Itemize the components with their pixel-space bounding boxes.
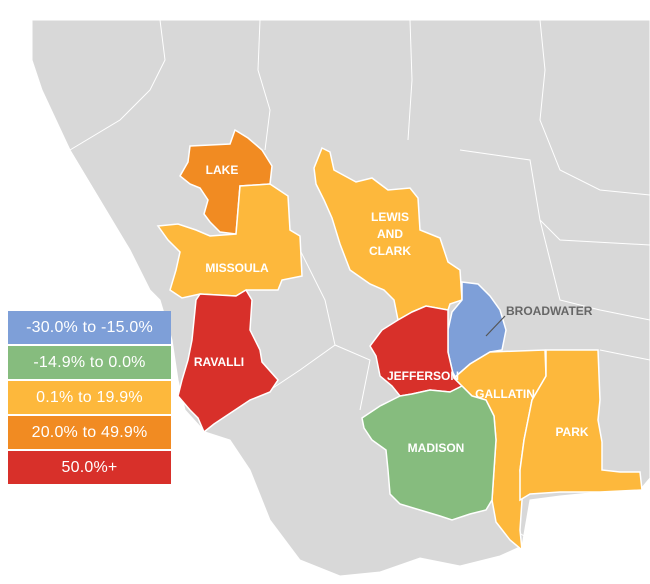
county-label-madison: MADISON [408, 441, 465, 455]
legend-label: 50.0%+ [61, 458, 118, 476]
legend-label: -14.9% to 0.0% [33, 353, 146, 371]
county-lewis-and-clark[interactable] [313, 146, 463, 322]
background-boundaries [69, 19, 650, 547]
county-ravalli[interactable] [177, 288, 279, 434]
legend-item-decline-small: -14.9% to 0.0% [8, 346, 171, 379]
county-label-park: PARK [555, 425, 588, 439]
county-label-jefferson: JEFFERSON [387, 369, 459, 383]
legend-item-gain-medium: 20.0% to 49.9% [8, 416, 171, 449]
legend-item-gain-small: 0.1% to 19.9% [8, 381, 171, 414]
legend-label: 20.0% to 49.9% [31, 423, 148, 441]
county-label-lewis-and-clark-line3: CLARK [369, 244, 411, 258]
broadwater-callout-line [485, 315, 506, 337]
county-label-ravalli: RAVALLI [194, 355, 244, 369]
legend-label: -30.0% to -15.0% [26, 318, 153, 336]
county-lake[interactable] [179, 128, 273, 235]
legend: -30.0% to -15.0% -14.9% to 0.0% 0.1% to … [8, 311, 171, 486]
county-label-lake: LAKE [206, 163, 239, 177]
legend-label: 0.1% to 19.9% [36, 388, 143, 406]
county-label-broadwater: BROADWATER [506, 304, 593, 318]
county-park[interactable] [519, 349, 643, 502]
county-label-missoula: MISSOULA [205, 261, 269, 275]
county-label-lewis-and-clark-line2: AND [377, 227, 403, 241]
legend-item-gain-large: 50.0%+ [8, 451, 171, 484]
legend-item-decline-large: -30.0% to -15.0% [8, 311, 171, 344]
county-label-gallatin: GALLATIN [475, 387, 535, 401]
county-missoula[interactable] [156, 183, 303, 299]
county-label-lewis-and-clark-line1: LEWIS [371, 210, 409, 224]
county-madison[interactable] [361, 385, 497, 521]
